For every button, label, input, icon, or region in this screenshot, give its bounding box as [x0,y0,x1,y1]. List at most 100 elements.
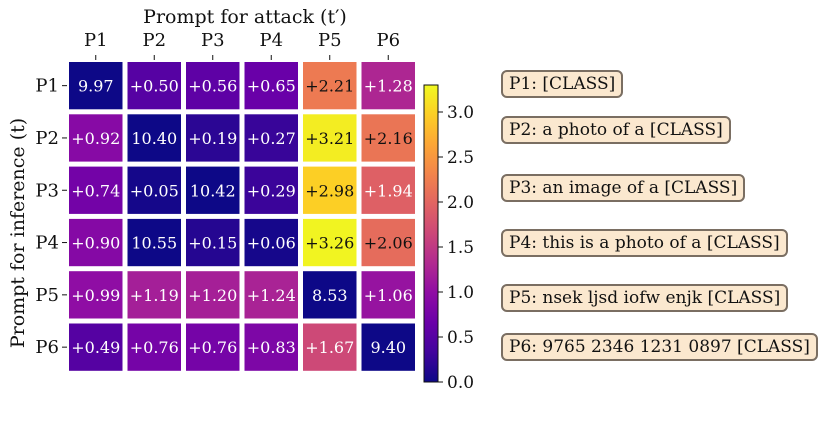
heatmap-cell-r1-c3 [186,62,240,110]
y-tick-label-p6: P6 [35,337,59,358]
x-axis-label: Prompt for attack (t′) [143,6,347,28]
heatmap-cells: 9.97 +0.50 +0.56 +0.65 +2.21 +1.28 +0.92 10.40 +… [69,62,415,371]
colorbar-gradient [423,84,439,383]
colorbar-tick-label: 1.0 [447,283,474,303]
heatmap-cell-r5-c4 [244,271,298,319]
cell-label-r5-c4: +1.24 [247,286,296,305]
cell-label-r5-c2: +1.19 [130,286,179,305]
y-tick-label-p5: P5 [35,285,59,306]
heatmap-cell-r2-c2 [127,114,181,162]
colorbar-tick-label: 0.5 [447,328,474,348]
heatmap-cell-r2-c6 [361,114,415,162]
heatmap-cell-r6-c1 [69,323,123,371]
cell-label-r5-c1: +0.99 [71,286,120,305]
heatmap-cell-r2-c4 [244,114,298,162]
heatmap-cell-r3-c6 [361,166,415,214]
cell-label-r5-c3: +1.20 [188,286,237,305]
cell-label-r3-c6: +1.94 [364,181,413,200]
cell-label-r4-c3: +0.15 [188,234,237,253]
x-tick-label-p5: P5 [318,30,342,51]
y-tick-label-p3: P3 [35,180,59,201]
cell-label-r3-c3: 10.42 [190,181,236,200]
y-axis-label: Prompt for inference (t) [7,118,29,348]
cell-label-r4-c5: +3.26 [305,234,354,253]
heatmap-cell-r3-c1 [69,166,123,214]
cell-label-r2-c4: +0.27 [247,129,296,148]
cell-label-r3-c5: +2.98 [305,181,354,200]
heatmap-cell-r3-c4 [244,166,298,214]
heatmap-axes: P1 P2 P3 P4 P5 P6 P1 P2 P3 P4 P5 P6 [35,30,400,358]
y-tick-label-p4: P4 [35,233,59,254]
cell-label-r2-c2: 10.40 [131,129,177,148]
heatmap-cell-r5-c2 [127,271,181,319]
colorbar-tick-label: 0.0 [447,373,474,393]
colorbar-tick-label: 2.0 [447,193,474,213]
y-tick-label-p2: P2 [35,128,59,149]
cell-label-r4-c1: +0.90 [71,234,120,253]
colorbar-tick-label: 1.5 [447,238,474,258]
cell-label-r1-c2: +0.50 [130,77,179,96]
cell-label-r1-c1: 9.97 [78,77,114,96]
heatmap-cell-r5-c3 [186,271,240,319]
heatmap-cell-r1-c4 [244,62,298,110]
x-tick-label-p6: P6 [376,30,400,51]
heatmap-cell-r6-c2 [127,323,181,371]
cell-label-r2-c1: +0.92 [71,129,120,148]
cell-label-r6-c5: +1.67 [305,338,354,357]
x-tick-label-p2: P2 [142,30,166,51]
cell-label-r3-c2: +0.05 [130,181,179,200]
cell-label-r5-c6: +1.06 [364,286,413,305]
heatmap-cell-r6-c4 [244,323,298,371]
cell-label-r3-c4: +0.29 [247,181,296,200]
heatmap-cell-r4-c5 [303,218,357,267]
cell-label-r2-c5: +3.21 [305,129,354,148]
heatmap-cell-r1-c2 [127,62,181,110]
legend-entry-p1: P1: [CLASS] [501,70,624,98]
colorbar-tick-label: 3.0 [447,103,474,123]
cell-label-r4-c4: +0.06 [247,234,296,253]
legend-entry-p4: P4: this is a photo of a [CLASS] [501,229,788,257]
heatmap-cell-r4-c4 [244,218,298,267]
colorbar: 0.0 0.5 1.0 1.5 2.0 2.5 3.0 [423,84,474,393]
cell-label-r1-c4: +0.65 [247,77,296,96]
heatmap-cell-r5-c1 [69,271,123,319]
x-tick-label-p1: P1 [84,30,108,51]
legend-entry-p3: P3: an image of a [CLASS] [501,174,746,202]
cell-label-r4-c6: +2.06 [364,234,413,253]
heatmap-cell-r4-c1 [69,218,123,267]
cell-label-r6-c3: +0.76 [188,338,237,357]
x-tick-label-p3: P3 [201,30,225,51]
cell-label-r6-c1: +0.49 [71,338,120,357]
heatmap-cell-r6-c3 [186,323,240,371]
heatmap-cell-r1-c1 [69,62,123,110]
heatmap-cell-r3-c3 [186,166,240,214]
heatmap-cell-r3-c2 [127,166,181,214]
heatmap-cell-r3-c5 [303,166,357,214]
heatmap-cell-r5-c6 [361,271,415,319]
cell-label-r1-c5: +2.21 [305,77,354,96]
cell-label-r1-c6: +1.28 [364,77,413,96]
legend-entry-p5: P5: nsek ljsd iofw enjk [CLASS] [501,284,789,312]
cell-label-r5-c5: 8.53 [312,286,348,305]
cell-label-r3-c1: +0.74 [71,181,120,200]
cell-label-r4-c2: 10.55 [131,234,177,253]
heatmap-cell-r5-c5 [303,271,357,319]
heatmap-cell-r1-c6 [361,62,415,110]
heatmap-cell-r6-c5 [303,323,357,371]
cell-label-r1-c3: +0.56 [188,77,237,96]
x-tick-label-p4: P4 [259,30,283,51]
cell-label-r2-c3: +0.19 [188,129,237,148]
legend-entry-p2: P2: a photo of a [CLASS] [501,116,731,144]
heatmap-cell-r6-c6 [361,323,415,371]
heatmap-cell-r4-c6 [361,218,415,267]
legend-entry-p6: P6: 9765 2346 1231 0897 [CLASS] [501,333,818,361]
heatmap-cell-r4-c2 [127,218,181,267]
cell-label-r6-c4: +0.83 [247,338,296,357]
y-tick-label-p1: P1 [35,76,59,97]
heatmap-cell-r4-c3 [186,218,240,267]
colorbar-tick-label: 2.5 [447,148,474,168]
heatmap-cell-r2-c3 [186,114,240,162]
cell-label-r6-c6: 9.40 [370,338,406,357]
